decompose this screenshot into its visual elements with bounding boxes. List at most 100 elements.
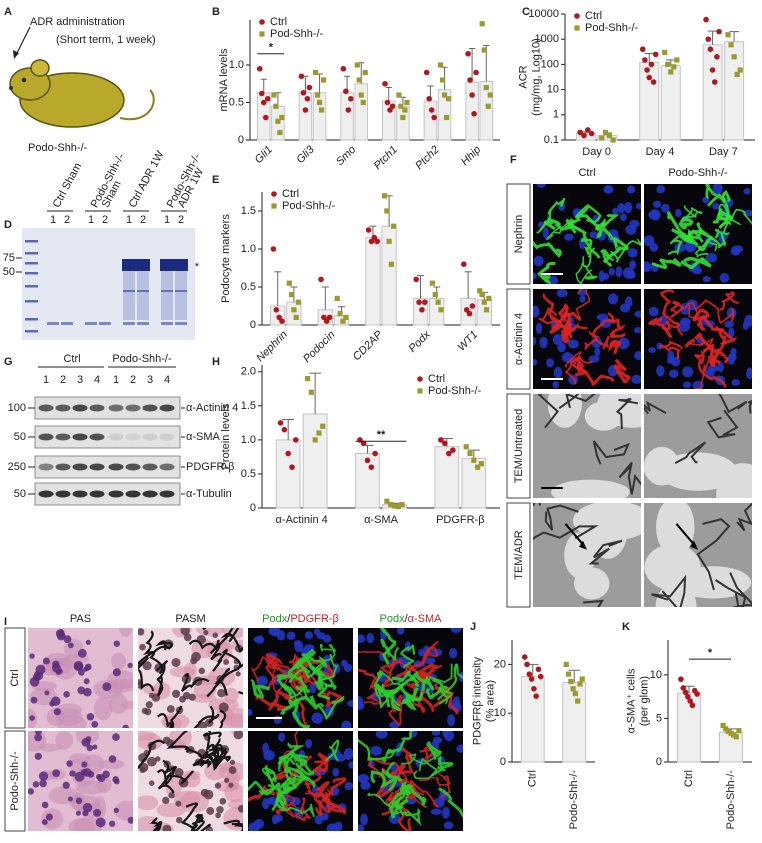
stain bbox=[324, 739, 340, 762]
arrow bbox=[564, 523, 586, 548]
ladder-band bbox=[25, 262, 38, 265]
nucleus bbox=[589, 231, 598, 239]
data-point bbox=[343, 314, 349, 320]
row-label-box bbox=[506, 393, 531, 499]
nucleus bbox=[625, 296, 633, 308]
y-tick-label: 1.0 bbox=[229, 59, 244, 71]
basement-membrane bbox=[156, 759, 177, 788]
nucleus bbox=[51, 696, 61, 707]
gel-band bbox=[47, 322, 59, 325]
header-part: Podx bbox=[262, 613, 288, 625]
y-axis-label: mRNA levels bbox=[218, 48, 230, 111]
tissue bbox=[114, 800, 133, 821]
micrograph bbox=[248, 731, 353, 831]
data-point bbox=[466, 310, 473, 317]
data-point bbox=[705, 36, 712, 42]
stain bbox=[647, 317, 673, 339]
nucleus bbox=[112, 668, 121, 677]
data-point bbox=[435, 299, 441, 305]
stain bbox=[358, 650, 390, 663]
nucleus bbox=[652, 200, 662, 208]
nucleus bbox=[39, 779, 47, 788]
nucleus bbox=[248, 822, 260, 831]
legend-label: Ctrl bbox=[270, 16, 287, 28]
lumen bbox=[572, 503, 641, 541]
membrane bbox=[533, 525, 599, 540]
data-point bbox=[285, 450, 291, 457]
basement-membrane bbox=[188, 639, 223, 661]
nucleus bbox=[450, 628, 462, 634]
nucleus bbox=[431, 731, 441, 736]
stain bbox=[250, 679, 271, 699]
nucleus bbox=[358, 701, 365, 711]
blot-band bbox=[38, 404, 54, 412]
stain bbox=[261, 767, 275, 781]
data-point bbox=[372, 450, 378, 457]
nucleus bbox=[102, 682, 112, 692]
data-point bbox=[467, 450, 473, 457]
membrane bbox=[736, 503, 752, 532]
nucleus bbox=[56, 631, 66, 641]
protein-name: α-SMA bbox=[186, 431, 221, 443]
tissue bbox=[69, 753, 91, 764]
data-point bbox=[478, 461, 485, 467]
y-axis-label: (per glom) bbox=[638, 676, 650, 726]
nucleus bbox=[179, 695, 186, 703]
tissue bbox=[74, 816, 103, 831]
blot-band bbox=[125, 490, 141, 498]
blot-band bbox=[108, 490, 124, 498]
tissue bbox=[111, 652, 127, 670]
data-point bbox=[256, 65, 263, 72]
data-point bbox=[292, 437, 299, 443]
micrograph bbox=[138, 731, 243, 831]
membrane bbox=[644, 400, 667, 415]
data-point bbox=[563, 661, 569, 667]
data-point bbox=[262, 114, 269, 121]
stain bbox=[270, 664, 295, 693]
stain bbox=[288, 769, 311, 784]
data-point bbox=[354, 62, 360, 68]
bar bbox=[434, 446, 460, 509]
x-tick-label: Ctrl bbox=[527, 770, 539, 787]
membrane bbox=[558, 394, 596, 410]
stain bbox=[288, 696, 311, 728]
nucleus bbox=[212, 632, 219, 639]
stain bbox=[294, 797, 311, 822]
row-label: Ctrl bbox=[9, 669, 21, 686]
lane-group: Ctrl Sham bbox=[51, 161, 85, 210]
data-point bbox=[689, 702, 696, 709]
data-point bbox=[302, 107, 309, 113]
nucleus bbox=[634, 350, 641, 360]
nucleus bbox=[172, 689, 181, 698]
legend-label: Ctrl bbox=[282, 188, 299, 200]
nucleus bbox=[223, 777, 230, 784]
x-tick-label: Podocin bbox=[301, 329, 338, 366]
y-axis-label: α-SMA⁺ cells bbox=[625, 668, 637, 733]
stain bbox=[693, 360, 710, 389]
nucleus bbox=[69, 770, 76, 777]
nucleus bbox=[42, 657, 50, 665]
micrograph bbox=[358, 628, 463, 728]
nucleus bbox=[34, 731, 42, 735]
blot-band bbox=[108, 404, 124, 412]
group-label: Podo-Shh-/- bbox=[112, 353, 172, 365]
nucleus bbox=[82, 810, 89, 817]
stain bbox=[363, 690, 384, 705]
micrograph bbox=[248, 628, 353, 728]
legend-label: Pod-Shh-/- bbox=[282, 200, 336, 212]
ladder-band bbox=[25, 272, 38, 275]
stain bbox=[425, 663, 453, 691]
nucleus bbox=[648, 210, 659, 219]
row-label: Nephrin bbox=[513, 215, 525, 254]
lumen bbox=[716, 463, 752, 498]
membrane bbox=[717, 394, 748, 414]
nucleus bbox=[166, 705, 175, 713]
nucleus bbox=[268, 628, 279, 636]
bar bbox=[660, 65, 681, 141]
stain bbox=[250, 656, 276, 682]
nucleus bbox=[233, 731, 243, 740]
stain bbox=[314, 653, 339, 683]
data-point bbox=[404, 99, 410, 106]
blot-band bbox=[55, 463, 71, 471]
data-point bbox=[431, 114, 437, 121]
